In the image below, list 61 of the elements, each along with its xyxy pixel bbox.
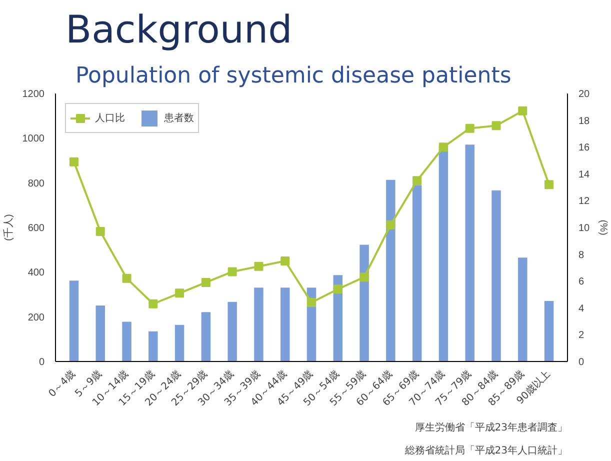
bar bbox=[465, 144, 474, 362]
y-tick-label: 1000 bbox=[22, 134, 45, 145]
point bbox=[228, 267, 237, 276]
y2-tick-label: 18 bbox=[578, 116, 590, 127]
y2-tick-label: 12 bbox=[578, 196, 590, 208]
point bbox=[175, 288, 184, 298]
bar bbox=[360, 244, 369, 362]
y2-tick-label: 4 bbox=[578, 303, 584, 314]
y2-tick-label: 0 bbox=[578, 357, 584, 368]
bar bbox=[254, 288, 264, 362]
text: 厚生労働省「平成23年患者調査」 bbox=[414, 422, 568, 434]
y2-tick-label: 8 bbox=[578, 250, 584, 261]
bar bbox=[280, 288, 290, 362]
y-tick-label: 1200 bbox=[22, 89, 45, 100]
point bbox=[122, 274, 132, 283]
y-tick-label: 800 bbox=[28, 178, 45, 190]
bar bbox=[69, 280, 79, 362]
bar bbox=[122, 322, 132, 362]
point bbox=[465, 124, 474, 133]
point bbox=[280, 256, 290, 266]
point bbox=[438, 142, 448, 152]
y2-tick-label: 10 bbox=[578, 223, 590, 234]
bar bbox=[201, 312, 211, 362]
bar bbox=[228, 302, 237, 362]
point bbox=[518, 106, 528, 116]
y2-tick-label: 6 bbox=[578, 276, 584, 288]
chart-title: Background bbox=[66, 8, 292, 52]
y-tick-label: 200 bbox=[28, 312, 45, 324]
point bbox=[307, 298, 316, 308]
point bbox=[254, 262, 264, 271]
bar bbox=[412, 185, 422, 362]
text: 総務省統計局「平成23年人口統計」 bbox=[404, 444, 568, 456]
point bbox=[333, 284, 342, 294]
chart-subtitle: Population of systemic disease patients bbox=[76, 64, 512, 88]
point bbox=[96, 227, 105, 236]
point bbox=[412, 176, 422, 186]
bar bbox=[386, 180, 396, 362]
y2-tick-label: 2 bbox=[578, 330, 584, 342]
bar bbox=[148, 331, 158, 362]
point bbox=[69, 157, 78, 166]
bar bbox=[96, 305, 105, 362]
bar bbox=[492, 190, 501, 362]
point bbox=[544, 180, 554, 190]
bar bbox=[174, 324, 184, 362]
point bbox=[360, 272, 369, 282]
y2-axis-title: (%) bbox=[598, 220, 609, 236]
bar bbox=[518, 258, 528, 362]
point bbox=[492, 121, 501, 130]
y-tick-label: 400 bbox=[28, 268, 45, 279]
y-tick-label: 0 bbox=[38, 357, 45, 368]
y-tick-label: 600 bbox=[28, 223, 45, 234]
bar bbox=[544, 300, 554, 362]
y2-tick-label: 16 bbox=[578, 142, 590, 154]
point bbox=[201, 278, 210, 287]
y2-tick-label: 20 bbox=[578, 89, 590, 100]
legend-label: 人口比 bbox=[95, 112, 125, 125]
point bbox=[386, 220, 396, 230]
legend-label: 患者数 bbox=[164, 112, 194, 125]
point bbox=[148, 299, 158, 308]
y2-tick-label: 14 bbox=[578, 169, 590, 180]
y-axis-title: (千人) bbox=[2, 214, 14, 241]
